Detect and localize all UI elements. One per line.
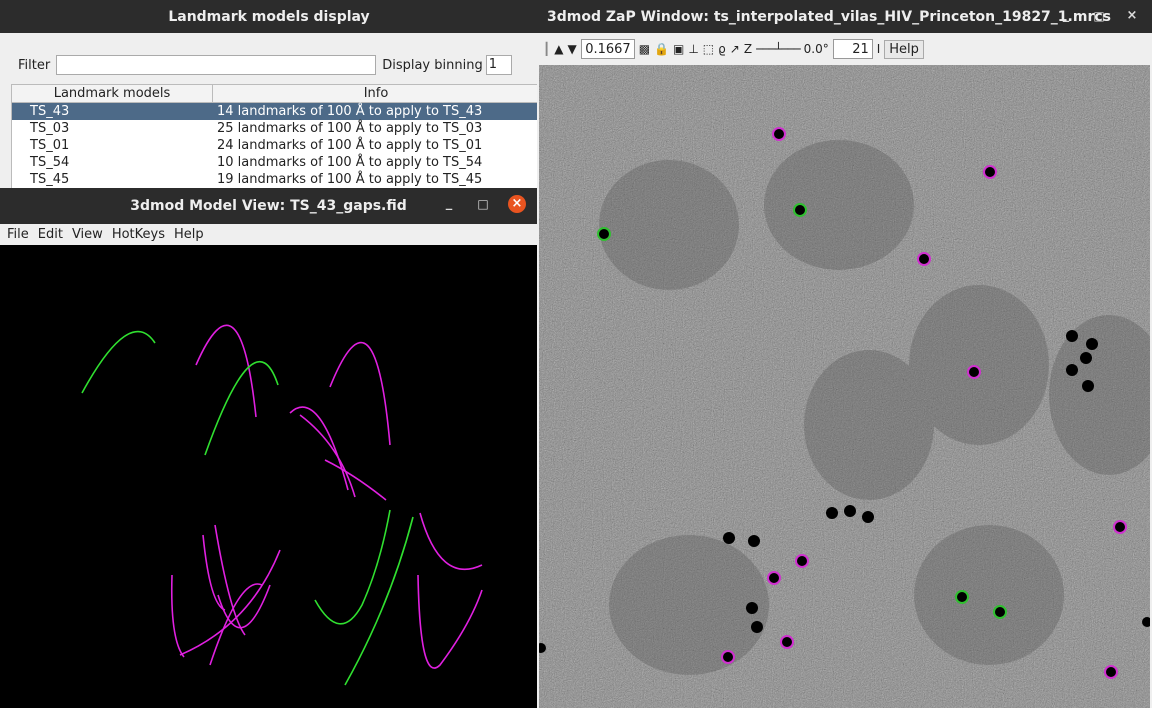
checkerboard-icon[interactable]: ▩ [638, 42, 651, 56]
menu-hotkeys[interactable]: HotKeys [111, 227, 165, 242]
filter-input[interactable] [56, 55, 377, 75]
table-row[interactable]: TS_01 24 landmarks of 100 Å to apply to … [12, 137, 538, 154]
contour-magenta [289, 406, 349, 491]
contour-magenta [170, 574, 185, 658]
tomogram-image[interactable] [539, 65, 1150, 708]
zap-window: 3dmod ZaP Window: ts_interpolated_vilas_… [537, 0, 1152, 708]
row-model: TS_43 [30, 104, 70, 119]
zoom-input[interactable]: 0.1667 [580, 39, 635, 59]
center-icon[interactable]: ▣ [673, 42, 685, 56]
landmark-window-titlebar[interactable]: Landmark models display [0, 0, 538, 33]
row-model: TS_03 [30, 121, 70, 136]
column-header-info[interactable]: Info [363, 86, 389, 101]
contour-magenta [209, 583, 263, 666]
row-info: 25 landmarks of 100 Å to apply to TS_03 [217, 121, 483, 136]
rubberband-icon[interactable]: ⬚ [702, 42, 715, 56]
lock-icon[interactable]: 🔒 [654, 42, 669, 56]
table-header: Landmark models Info [12, 85, 538, 103]
angle-slider[interactable]: ───┴─── [756, 42, 801, 56]
zap-toolbar: ┃ ▲ ▼ 0.1667 ▩ 🔒 ▣ ⊥ ⬚ ϱ ↗ Z ───┴─── 0.0… [537, 35, 1152, 63]
arrow-icon[interactable]: ↗ [729, 42, 740, 56]
menu-edit[interactable]: Edit [37, 227, 63, 242]
display-binning-input[interactable]: 1 [485, 55, 512, 75]
landmark-window-title: Landmark models display [168, 8, 370, 25]
row-info: 19 landmarks of 100 Å to apply to TS_45 [217, 172, 483, 187]
filter-label: Filter [18, 57, 51, 73]
minimize-button[interactable]: _ [445, 196, 453, 211]
column-header-landmark-models[interactable]: Landmark models [12, 85, 213, 102]
model-view-menubar: File Edit View HotKeys Help [0, 224, 537, 245]
filter-row: Filter Display binning 1 [18, 55, 512, 75]
maximize-button[interactable]: □ [1093, 9, 1105, 23]
contour-magenta [417, 574, 483, 669]
lasso-icon[interactable]: ϱ [718, 42, 726, 56]
toolbar-grip-icon: ┃ [543, 42, 551, 56]
contour-magenta [419, 512, 483, 571]
row-model: TS_01 [30, 138, 70, 153]
model-view-title: 3dmod Model View: TS_43_gaps.fid [130, 198, 407, 214]
row-info: 24 landmarks of 100 Å to apply to TS_01 [217, 138, 483, 153]
close-button[interactable]: × [1126, 8, 1138, 23]
anchor-icon[interactable]: ⊥ [688, 42, 699, 56]
info-icon[interactable]: I [876, 42, 881, 56]
contour-magenta [217, 584, 271, 629]
menu-view[interactable]: View [71, 227, 103, 242]
close-button[interactable]: × [508, 195, 526, 213]
contour-magenta [214, 524, 246, 636]
model-view-titlebar[interactable]: 3dmod Model View: TS_43_gaps.fid _ □ × [0, 188, 537, 224]
model-view-window: 3dmod Model View: TS_43_gaps.fid _ □ × F… [0, 188, 537, 708]
contour-magenta [179, 549, 281, 656]
contour-magenta [202, 534, 226, 611]
help-button[interactable]: Help [884, 39, 924, 59]
contour-green [344, 516, 414, 686]
row-model: TS_45 [30, 172, 70, 187]
table-row[interactable]: TS_43 14 landmarks of 100 Å to apply to … [12, 103, 538, 120]
contour-green [314, 509, 391, 625]
contour-green [204, 360, 279, 456]
table-row[interactable]: TS_54 10 landmarks of 100 Å to apply to … [12, 154, 538, 171]
display-binning-label: Display binning [382, 57, 483, 73]
landmark-models-window: Landmark models display Filter Display b… [0, 0, 538, 190]
menu-help[interactable]: Help [173, 227, 204, 242]
row-model: TS_54 [30, 155, 70, 170]
virion-particles [599, 140, 1150, 675]
minimize-button[interactable]: _ [1062, 8, 1070, 23]
row-info: 14 landmarks of 100 Å to apply to TS_43 [217, 104, 483, 119]
contour-magenta [299, 414, 356, 498]
contour-magenta [324, 459, 387, 501]
table-row[interactable]: TS_45 19 landmarks of 100 Å to apply to … [12, 171, 538, 188]
row-info: 10 landmarks of 100 Å to apply to TS_54 [217, 155, 483, 170]
zap-titlebar[interactable]: 3dmod ZaP Window: ts_interpolated_vilas_… [537, 0, 1152, 33]
contour-green [81, 330, 156, 394]
zap-window-title: 3dmod ZaP Window: ts_interpolated_vilas_… [547, 8, 1111, 25]
section-input[interactable]: 21 [832, 39, 873, 59]
model-view-canvas[interactable] [0, 245, 537, 708]
landmark-models-table: Landmark models Info TS_43 14 landmarks … [11, 84, 538, 189]
z-label: Z [743, 42, 753, 56]
table-row[interactable]: TS_03 25 landmarks of 100 Å to apply to … [12, 120, 538, 137]
angle-value: 0.0° [803, 42, 829, 56]
contour-magenta [329, 341, 391, 446]
fiducial-markers [539, 127, 1150, 679]
zoom-down-icon[interactable]: ▼ [567, 42, 577, 56]
contour-magenta [195, 324, 257, 418]
maximize-button[interactable]: □ [477, 197, 489, 211]
menu-file[interactable]: File [7, 227, 29, 242]
zoom-up-icon[interactable]: ▲ [554, 42, 564, 56]
